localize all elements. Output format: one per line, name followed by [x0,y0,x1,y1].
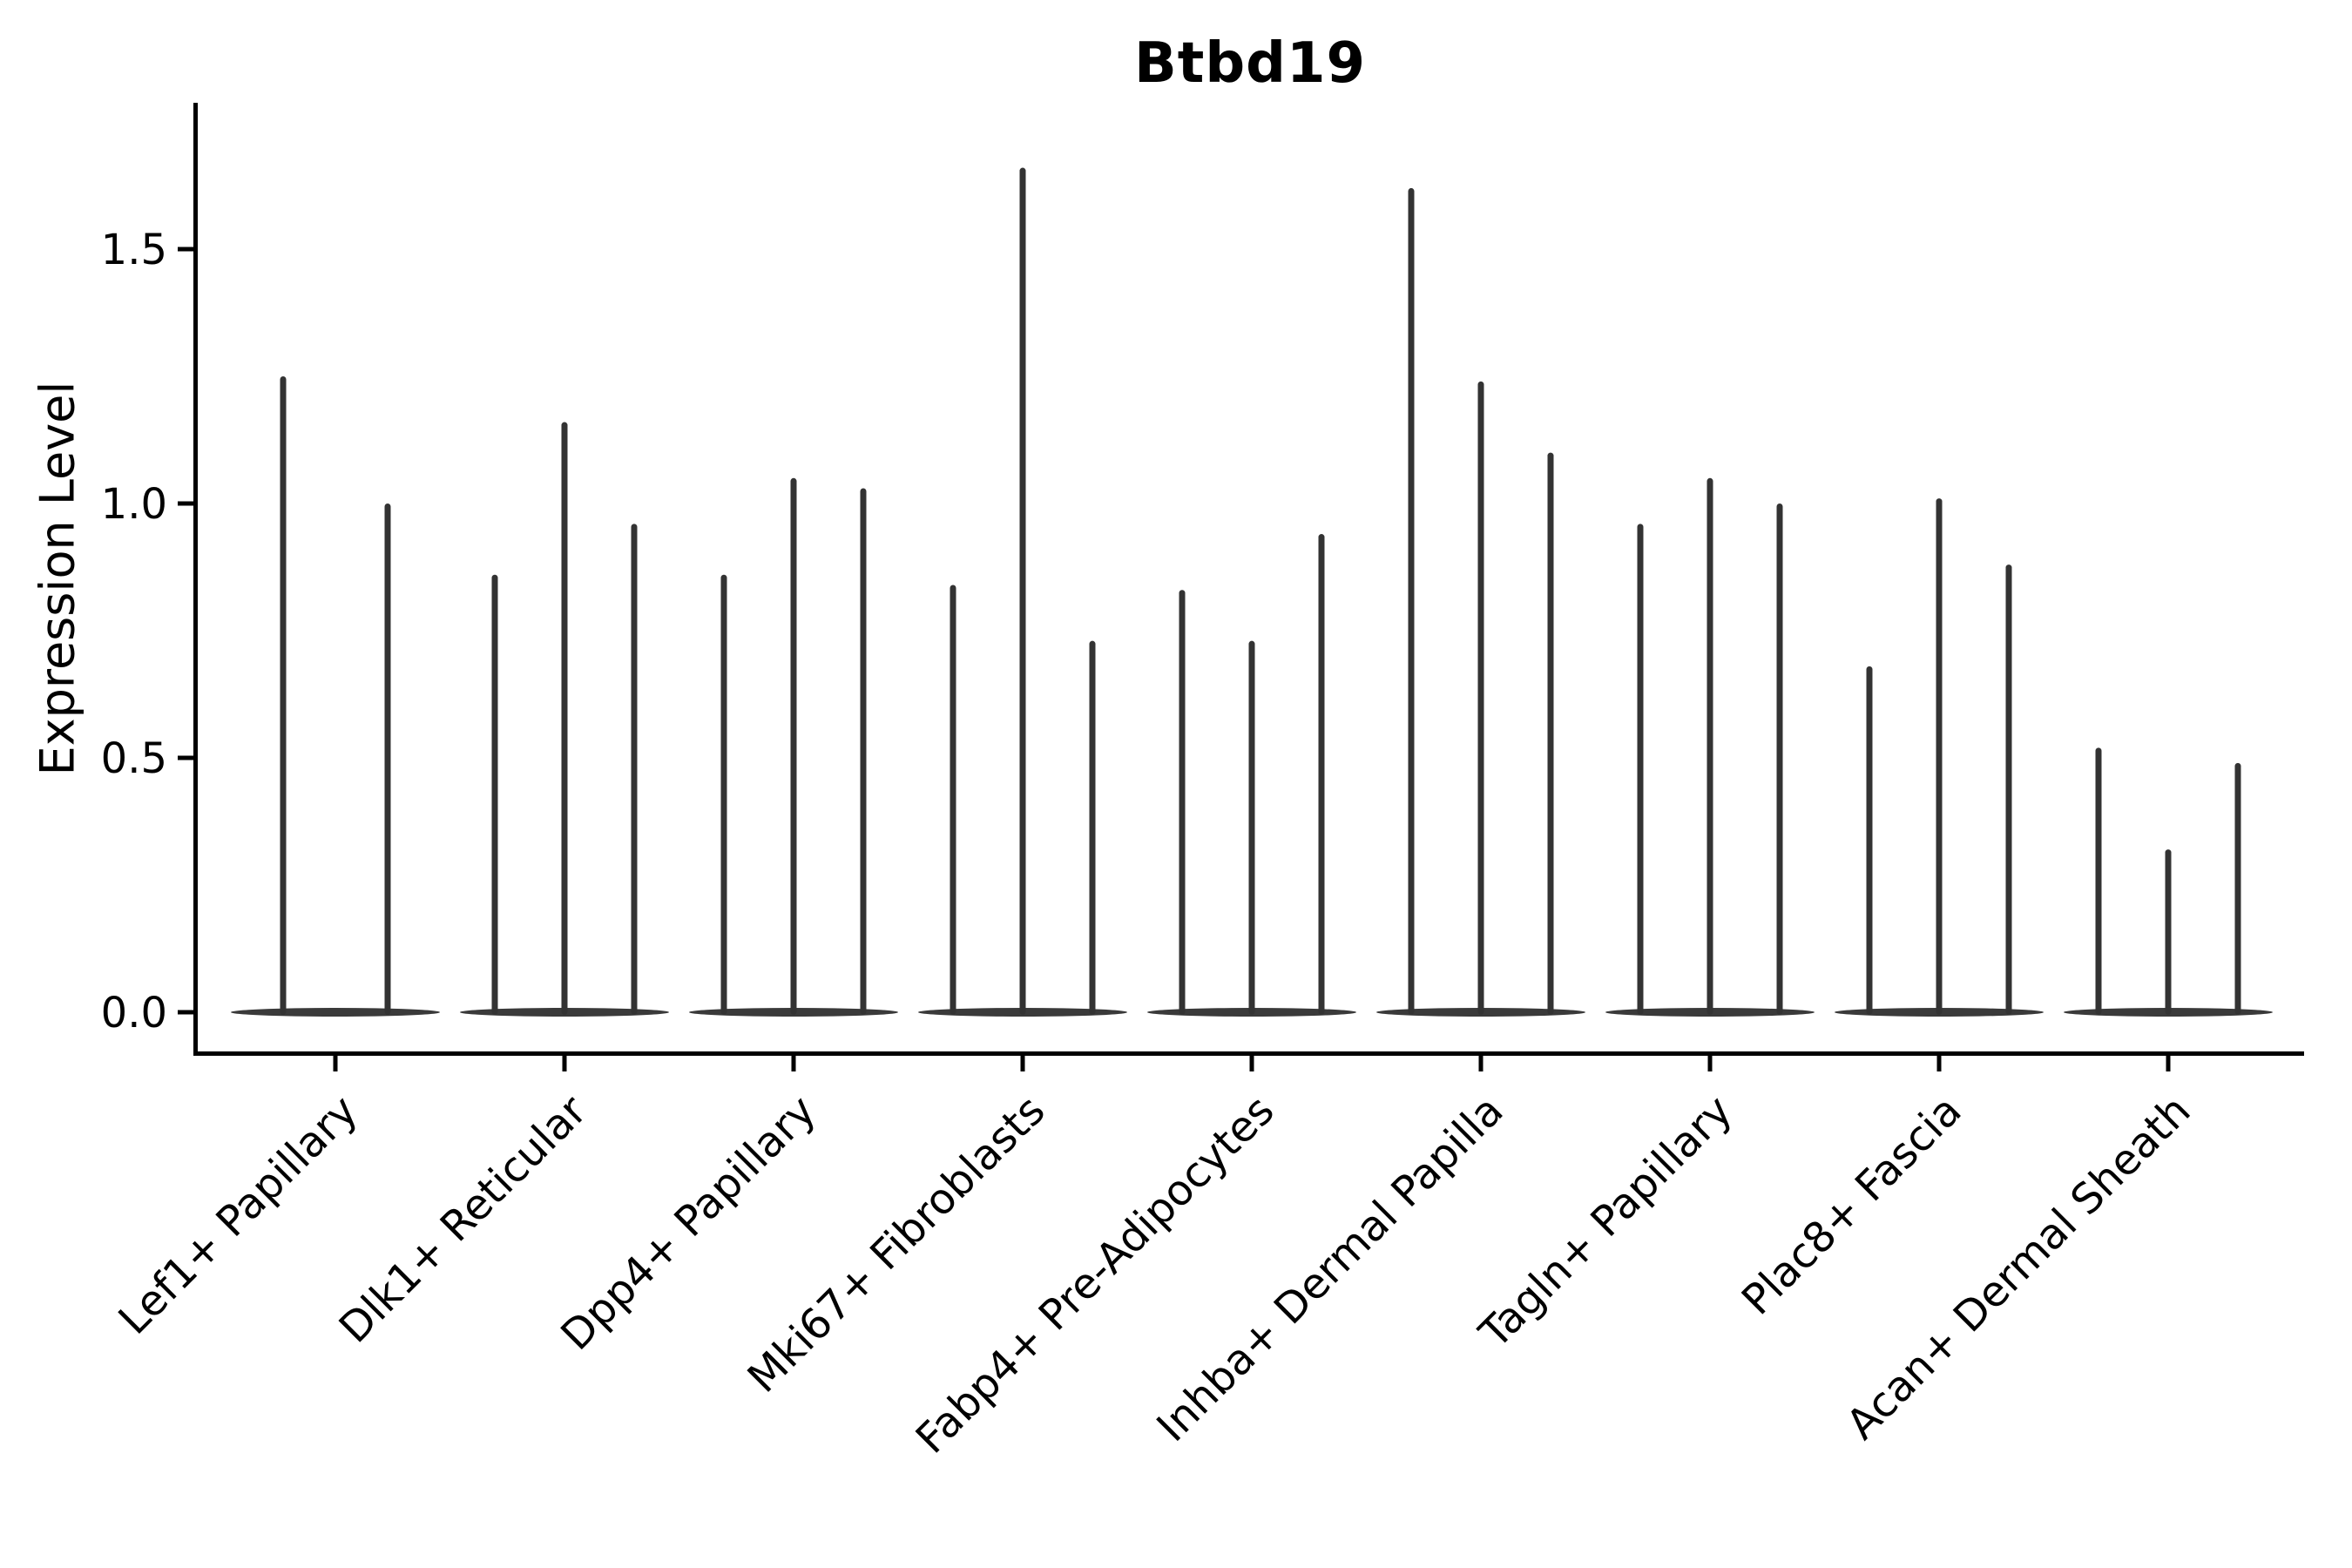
x-tick-label: Dlk1+ Reticular [330,1086,597,1353]
y-tick-mark [178,755,193,760]
violin-spike [790,477,797,1015]
y-tick-label: 1.5 [101,226,167,274]
violin-spike [950,585,956,1015]
violin-spike [491,574,498,1015]
x-tick-mark [1020,1056,1025,1071]
violin-spike [1547,452,1554,1015]
violin-spike [860,488,867,1015]
x-tick-mark [2166,1056,2171,1071]
y-tick-label: 0.0 [101,989,167,1037]
x-tick-mark [562,1056,567,1071]
violin-spike [1866,666,1873,1015]
violin-spike [2095,747,2102,1015]
violin-spike [720,574,727,1015]
x-tick-label: Dpp4+ Papillary [551,1086,825,1360]
y-tick-mark [178,1010,193,1015]
violin-spike [1776,504,1783,1015]
y-tick-mark [178,501,193,506]
x-axis-spine [193,1051,2304,1056]
chart-title: Btbd19 [1133,31,1367,96]
x-tick-mark [1936,1056,1942,1071]
x-tick-label: Tagln+ Papillary [1470,1086,1741,1358]
violin-spike [1019,167,1026,1015]
x-tick-label: Lef1+ Papillary [110,1086,368,1344]
violin-spike [1477,381,1484,1016]
violin-spike [1707,477,1713,1015]
violin-spike [1179,590,1186,1015]
x-tick-mark [1478,1056,1484,1071]
violin-spike [1248,640,1255,1015]
x-tick-mark [1249,1056,1254,1071]
violin-spike [2005,564,2012,1015]
violin-spike [1936,498,1943,1015]
violin-spike [280,376,287,1015]
y-tick-label: 1.0 [101,480,167,529]
x-tick-mark [1707,1056,1713,1071]
y-tick-mark [178,247,193,252]
violin-spike [2234,762,2241,1015]
violin-spike [2165,849,2172,1015]
violin-spike [1637,524,1644,1015]
y-tick-label: 0.5 [101,734,167,783]
violin-spike [1408,187,1415,1016]
x-tick-mark [791,1056,796,1071]
violin-spike [631,524,638,1015]
violin-spike [1318,534,1325,1015]
violin-spike [384,504,391,1015]
x-tick-mark [333,1056,338,1071]
x-tick-label: Plac8+ Fascia [1733,1086,1971,1325]
y-axis-spine [193,103,198,1056]
violin-spike [561,422,568,1015]
violin-base [231,1008,440,1017]
violin-spike [1089,640,1096,1015]
